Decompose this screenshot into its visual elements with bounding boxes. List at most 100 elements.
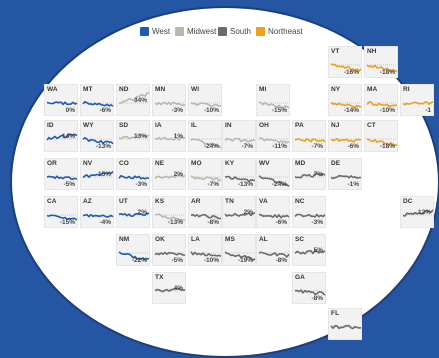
sparkline-ms — [224, 251, 256, 262]
change-label: -8% — [311, 295, 323, 302]
state-tile-ky: KY -13% — [222, 158, 256, 190]
state-tile-mo: MO -7% — [188, 158, 222, 190]
series-line — [190, 101, 222, 107]
change-label: 5% — [313, 247, 323, 254]
change-label: -7% — [241, 143, 253, 150]
sparkline-ri — [402, 101, 434, 106]
state-tile-ms: MS -19% — [222, 234, 256, 266]
change-label: -18% — [379, 69, 395, 76]
state-abbreviation: NM — [119, 236, 130, 243]
sparkline-fl — [330, 324, 362, 330]
change-label: 12% — [417, 209, 431, 216]
state-tile-tx: TX 4% — [152, 272, 186, 304]
legend-label: Northeast — [268, 26, 303, 36]
sparkline-de — [330, 174, 362, 180]
change-label: 7% — [313, 171, 323, 178]
state-tile-nm: NM -22% — [116, 234, 150, 266]
sparkline-sc — [294, 249, 326, 255]
series-line — [46, 214, 78, 221]
change-label: -15% — [59, 219, 75, 226]
legend-swatch — [256, 26, 265, 36]
state-tile-dc: DC 12% — [400, 196, 434, 228]
series-line — [258, 101, 290, 109]
state-abbreviation: MN — [155, 86, 166, 93]
series-line — [190, 213, 222, 220]
series-line — [224, 175, 256, 183]
state-tile-or: OR -5% — [44, 158, 78, 190]
change-label: -6% — [347, 143, 359, 150]
state-abbreviation: TX — [155, 274, 164, 281]
change-label: -3% — [311, 219, 323, 226]
state-tile-ny: NY -14% — [328, 84, 362, 116]
state-tile-vt: VT -16% — [328, 46, 362, 78]
state-abbreviation: AL — [259, 236, 268, 243]
state-tile-sd: SD 13% — [116, 120, 150, 152]
change-label: 13% — [133, 133, 147, 140]
state-tile-in: IN -7% — [222, 120, 256, 152]
change-label: -13% — [95, 143, 111, 150]
sparkline-wv — [258, 175, 290, 187]
state-abbreviation: SC — [295, 236, 305, 243]
state-abbreviation: NH — [367, 48, 377, 55]
change-label: 2% — [173, 171, 183, 178]
state-abbreviation: CO — [119, 160, 129, 167]
sparkline-al — [258, 251, 290, 258]
state-tile-ar: AR -8% — [188, 196, 222, 228]
change-label: -10% — [203, 107, 219, 114]
sparkline-vt — [330, 63, 362, 72]
change-label: 4% — [173, 285, 183, 292]
sparkline-wi — [190, 101, 222, 107]
state-abbreviation: VT — [331, 48, 340, 55]
state-tile-wi: WI -10% — [188, 84, 222, 116]
state-abbreviation: NY — [331, 86, 341, 93]
state-abbreviation: WV — [259, 160, 270, 167]
sparkline-nh — [366, 64, 398, 73]
state-abbreviation: MA — [367, 86, 378, 93]
sparkline-nv — [82, 171, 114, 179]
state-abbreviation: IL — [191, 122, 197, 129]
series-line — [330, 137, 362, 143]
series-line — [294, 173, 326, 179]
series-line — [82, 136, 114, 145]
sparkline-ne — [154, 174, 186, 179]
state-abbreviation: KY — [225, 160, 235, 167]
series-line — [154, 251, 186, 256]
legend-label: West — [152, 26, 171, 36]
sparkline-ca — [46, 214, 78, 221]
series-line — [190, 175, 222, 182]
state-abbreviation: DE — [331, 160, 341, 167]
change-label: -11% — [272, 143, 287, 150]
state-tile-oh: OH -11% — [256, 120, 290, 152]
state-abbreviation: OR — [47, 160, 57, 167]
change-label: -14% — [343, 107, 359, 114]
change-label: -13% — [237, 181, 253, 188]
series-line — [294, 289, 326, 296]
state-abbreviation: MO — [191, 160, 202, 167]
sparkline-nm — [118, 251, 150, 261]
series-line — [154, 136, 186, 141]
state-tile-sc: SC 5% — [292, 234, 326, 266]
series-line — [258, 137, 290, 144]
state-tile-la: LA -10% — [188, 234, 222, 266]
change-label: -13% — [167, 219, 183, 226]
state-abbreviation: DC — [403, 198, 413, 205]
sparkline-wy — [82, 136, 114, 145]
series-line — [118, 133, 150, 140]
legend-item-west: West — [140, 25, 170, 37]
series-line — [46, 133, 78, 141]
state-tile-ok: OK -5% — [152, 234, 186, 266]
state-tile-az: AZ -4% — [80, 196, 114, 228]
change-label: -5% — [63, 181, 75, 188]
change-label: -10% — [379, 107, 395, 114]
series-line — [118, 251, 150, 261]
state-abbreviation: WY — [83, 122, 94, 129]
change-label: -16% — [343, 69, 359, 76]
sparkline-co — [118, 174, 150, 180]
sparkline-ut — [118, 212, 150, 218]
sparkline-sd — [118, 133, 150, 140]
series-line — [330, 101, 362, 109]
change-label: -18% — [379, 143, 395, 150]
sparkline-oh — [258, 137, 290, 144]
state-tile-nj: NJ -6% — [328, 120, 362, 152]
series-line — [402, 209, 434, 217]
